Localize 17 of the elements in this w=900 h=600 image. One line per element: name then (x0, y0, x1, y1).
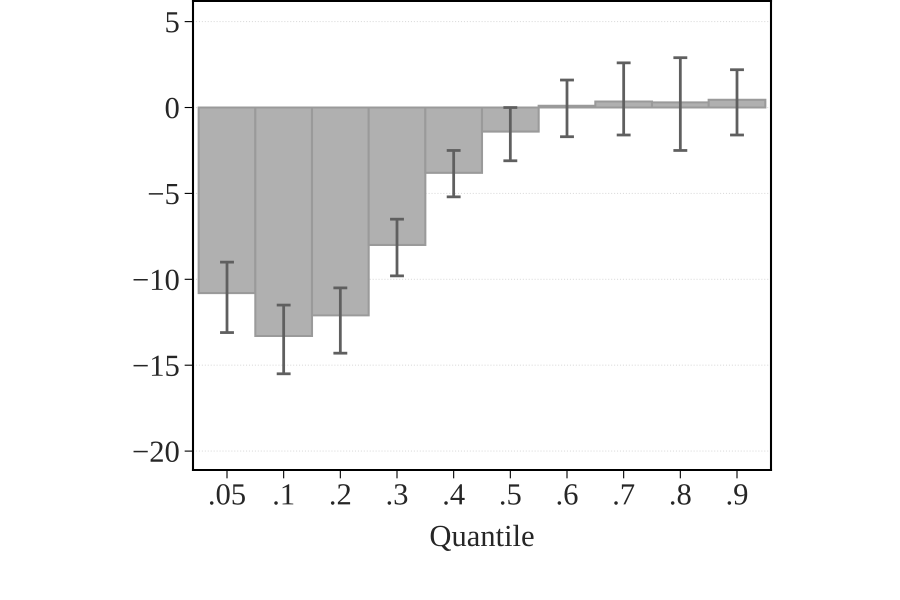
x-tick-label: .9 (728, 484, 748, 505)
y-tick-label: −10 (134, 270, 179, 290)
x-tick-label: .05 (210, 484, 245, 505)
y-tick-label: −15 (134, 356, 179, 376)
x-axis-title: Quantile (430, 524, 534, 551)
x-tick-label: .1 (274, 484, 294, 505)
y-tick-label: −5 (148, 184, 179, 204)
x-tick-label: .2 (330, 484, 350, 505)
x-tick-label: .4 (444, 484, 465, 505)
y-tick-label: 0 (166, 98, 179, 118)
x-tick-label: .6 (558, 484, 578, 505)
x-tick-label: .5 (500, 484, 521, 505)
y-tick-label: −20 (134, 441, 179, 462)
y-tick-label: 5 (166, 12, 179, 33)
x-tick-label: .7 (614, 484, 634, 505)
x-tick-label: .3 (388, 484, 408, 505)
x-tick-label: .8 (670, 484, 691, 505)
